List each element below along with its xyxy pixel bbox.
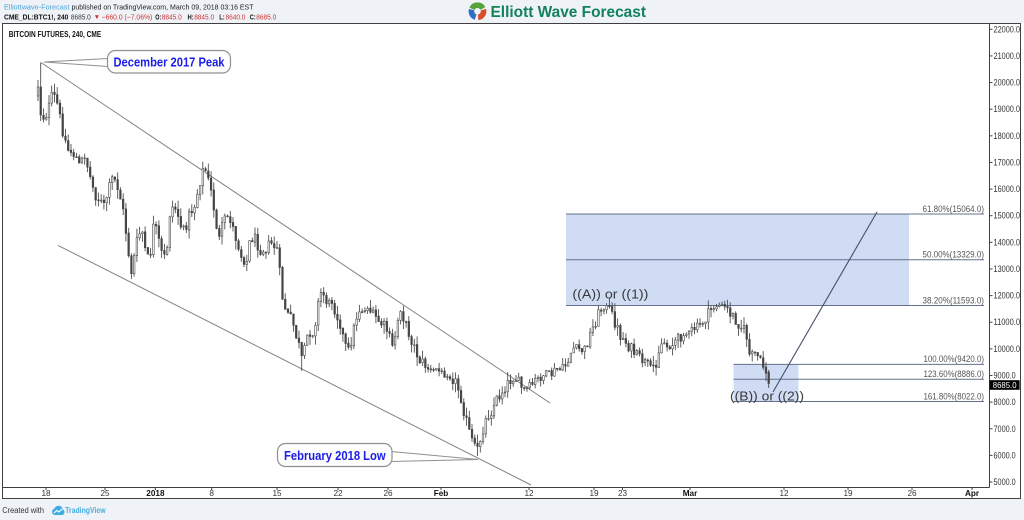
svg-text:2018: 2018 [146, 489, 165, 498]
svg-text:50.00%(13329.0): 50.00%(13329.0) [923, 250, 985, 260]
svg-text:C:: C: [250, 12, 256, 21]
svg-text:18: 18 [41, 489, 51, 498]
svg-text:19: 19 [589, 489, 599, 498]
svg-text:8845.0: 8845.0 [194, 12, 214, 21]
svg-text:Elliott Wave Forecast: Elliott Wave Forecast [491, 4, 647, 21]
svg-text:O:: O: [155, 12, 161, 21]
svg-text:Created with: Created with [2, 506, 44, 515]
svg-text:26: 26 [383, 489, 393, 498]
svg-text:13000.0: 13000.0 [994, 264, 1021, 274]
svg-text:161.80%(8022.0): 161.80%(8022.0) [924, 391, 985, 401]
svg-text:8845.0: 8845.0 [162, 12, 182, 21]
svg-text:11000.0: 11000.0 [994, 317, 1021, 327]
svg-text:12: 12 [779, 489, 789, 498]
svg-text:16000.0: 16000.0 [994, 184, 1021, 194]
svg-text:61.80%(15064.0): 61.80%(15064.0) [923, 204, 985, 214]
svg-text:20000.0: 20000.0 [994, 78, 1021, 88]
svg-text:12000.0: 12000.0 [994, 291, 1021, 301]
svg-text:L:: L: [219, 12, 224, 21]
svg-text:22: 22 [333, 489, 343, 498]
svg-text:5000.0: 5000.0 [994, 477, 1016, 487]
svg-text:8685.0: 8685.0 [993, 381, 1017, 390]
svg-text:8685.0: 8685.0 [71, 12, 91, 21]
svg-text:TradingView: TradingView [65, 506, 106, 515]
svg-text:18000.0: 18000.0 [994, 131, 1021, 141]
svg-text:25: 25 [100, 489, 110, 498]
svg-text:6000.0: 6000.0 [994, 450, 1016, 460]
svg-text:19000.0: 19000.0 [994, 104, 1021, 114]
svg-text:15: 15 [272, 489, 282, 498]
svg-text:123.60%(8886.0): 123.60%(8886.0) [924, 369, 985, 379]
svg-text:Feb: Feb [434, 489, 449, 498]
svg-text:February 2018 Low: February 2018 Low [284, 448, 386, 463]
svg-text:Apr: Apr [965, 489, 980, 498]
svg-text:8: 8 [209, 489, 214, 498]
svg-text:26: 26 [907, 489, 917, 498]
svg-text:7000.0: 7000.0 [994, 424, 1016, 434]
svg-text:9000.0: 9000.0 [994, 370, 1016, 380]
svg-text:published on TradingView.com,: published on TradingView.com, March 09, … [72, 2, 254, 11]
svg-text:10000.0: 10000.0 [994, 344, 1021, 354]
svg-text:17000.0: 17000.0 [994, 157, 1021, 167]
svg-text:Mar: Mar [683, 489, 698, 498]
svg-text:((A)) or ((1)): ((A)) or ((1)) [572, 288, 648, 302]
svg-text:21000.0: 21000.0 [994, 51, 1021, 61]
svg-text:CME_DL:BTC1!, 240: CME_DL:BTC1!, 240 [4, 12, 68, 21]
svg-text:BITCOIN FUTURES, 240, CME: BITCOIN FUTURES, 240, CME [9, 29, 102, 39]
svg-text:22000.0: 22000.0 [994, 24, 1021, 34]
svg-text:H:: H: [188, 12, 194, 21]
svg-text:19: 19 [843, 489, 853, 498]
svg-text:December 2017 Peak: December 2017 Peak [114, 54, 226, 69]
svg-text:Elliottwave-Forecast: Elliottwave-Forecast [4, 2, 69, 11]
svg-text:23: 23 [618, 489, 628, 498]
svg-text:▼: ▼ [94, 14, 101, 21]
svg-text:15000.0: 15000.0 [994, 211, 1021, 221]
svg-text:38.20%(11593.0): 38.20%(11593.0) [923, 295, 985, 305]
svg-text:14000.0: 14000.0 [994, 237, 1021, 247]
svg-text:100.00%(9420.0): 100.00%(9420.0) [924, 354, 985, 364]
svg-text:8685.0: 8685.0 [256, 12, 276, 21]
svg-text:8640.0: 8640.0 [226, 12, 246, 21]
svg-text:8000.0: 8000.0 [994, 397, 1016, 407]
svg-text:((B)) or ((2)): ((B)) or ((2)) [730, 389, 804, 403]
svg-text:−660.0 (−7.06%): −660.0 (−7.06%) [102, 12, 153, 21]
svg-text:12: 12 [524, 489, 534, 498]
